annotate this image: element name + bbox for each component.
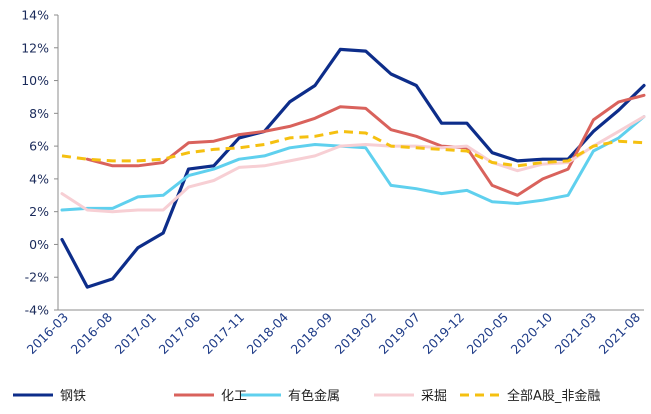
x-tick-label: 2019-07 [376,310,424,358]
y-tick-label: -2% [25,270,49,285]
series-line-1 [85,93,646,197]
y-axis: -4% -2% 0% 2% 4% 6% 8% 10% 12% 14% [21,8,59,318]
series-line-0 [60,47,646,289]
y-tick-label: 4% [29,171,49,186]
series-line-3 [60,115,646,214]
y-tick-label: 8% [29,106,49,121]
series-line-4 [61,129,645,168]
y-tick-label: 10% [21,73,49,88]
x-tick-label: 2017-06 [156,309,204,357]
series-line-2 [60,115,646,212]
x-tick-label: 2019-02 [332,310,380,358]
legend-label-0: 钢铁 [60,389,86,404]
y-tick-label: 6% [29,139,49,154]
legend-label-4: 全部A股_非金融 [507,388,600,404]
series-lines [60,47,646,289]
x-tick-label: 2021-03 [552,310,600,358]
x-tick-label: 2017-11 [200,310,248,358]
x-tick-label: 2018-04 [244,309,292,357]
legend-label-2: 有色金属 [288,388,340,404]
x-tick-label: 2020-10 [508,309,556,357]
y-tick-label: 14% [21,8,49,23]
y-tick-label: 0% [29,237,49,252]
x-tick-label: 2018-09 [288,309,336,357]
y-tick-label: 12% [21,40,49,55]
x-tick-label: 2019-12 [420,310,468,358]
x-tick-label: 2020-05 [464,310,512,358]
y-tick-label: -4% [25,303,49,318]
legend-label-3: 采掘 [421,389,447,404]
x-tick-label: 2021-08 [596,309,644,357]
x-tick-label: 2016-08 [68,309,116,357]
legend: 钢铁 化工 有色金属 采掘 全部A股_非金融 [13,388,600,404]
legend-label-1: 化工 [221,389,247,404]
y-tick-label: 2% [29,204,49,219]
x-axis: 2016-032016-082017-012017-062017-112018-… [24,309,644,357]
x-tick-label: 2017-01 [112,310,160,358]
